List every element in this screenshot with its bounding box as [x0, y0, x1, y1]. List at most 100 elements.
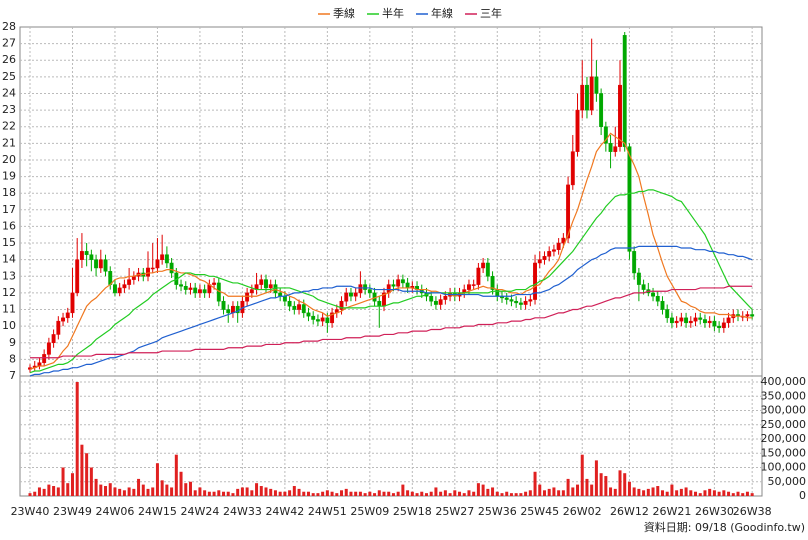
- volume-bar: [467, 490, 471, 496]
- volume-bar: [306, 491, 310, 496]
- ma-line: [29, 245, 753, 377]
- volume-bar: [736, 491, 740, 496]
- y2-tick-label: 50,000: [768, 475, 807, 488]
- candle-body: [684, 317, 689, 324]
- volume-bar: [741, 493, 745, 496]
- volume-bar: [552, 487, 556, 496]
- candle-body: [660, 300, 665, 310]
- candle-body: [490, 276, 495, 290]
- volume-bar: [538, 484, 542, 496]
- candle-body: [556, 242, 561, 250]
- volume-bar: [373, 493, 377, 496]
- candle-body: [608, 143, 613, 152]
- ma-line: [30, 285, 753, 359]
- candle-body: [688, 320, 693, 324]
- candle-body: [523, 300, 528, 305]
- x-tick-label: 25W27: [435, 505, 474, 518]
- x-tick-label: 25W45: [520, 505, 559, 518]
- volume-bar: [212, 491, 216, 496]
- x-tick-label: 24W51: [308, 505, 347, 518]
- candle-body: [353, 292, 358, 297]
- volume-bar: [561, 490, 565, 496]
- x-tick-label: 24W06: [96, 505, 135, 518]
- volume-bar: [132, 488, 136, 496]
- volume-bar: [660, 490, 664, 496]
- candle-body: [169, 262, 174, 274]
- volume-bar: [321, 491, 325, 496]
- candle-body: [98, 259, 103, 269]
- volume-bar: [165, 484, 169, 496]
- x-tick-label: 23W40: [11, 505, 50, 518]
- volume-bar: [387, 491, 391, 496]
- volume-bar: [722, 490, 726, 496]
- y-tick-label: 12: [2, 286, 16, 299]
- volume-bar: [349, 491, 353, 496]
- candle-body: [400, 279, 405, 284]
- volume-bar: [42, 488, 46, 496]
- y-tick-label: 26: [2, 53, 16, 66]
- candle-body: [679, 317, 684, 322]
- volume-bar: [646, 488, 650, 496]
- volume-bar: [193, 490, 197, 496]
- volume-bar: [689, 490, 693, 496]
- volume-bar: [566, 478, 570, 496]
- legend-label: 半年: [382, 6, 404, 20]
- candle-body: [632, 251, 637, 274]
- y-tick-label: 11: [2, 303, 16, 316]
- candle-body: [122, 284, 127, 289]
- candle-body: [745, 314, 750, 317]
- volume-bar: [694, 491, 698, 496]
- x-tick-label: 24W33: [223, 505, 262, 518]
- candle-body: [51, 334, 56, 344]
- volume-bar: [236, 488, 240, 496]
- candle-body: [320, 317, 325, 322]
- x-tick-label: 23W49: [53, 505, 92, 518]
- volume-bar: [613, 488, 617, 496]
- volume-bar: [127, 487, 131, 496]
- candle-body: [183, 286, 188, 290]
- candle-body: [443, 295, 448, 300]
- candle-body: [717, 325, 722, 329]
- candle-body: [495, 289, 500, 297]
- candle-body: [61, 317, 65, 322]
- volume-bar: [151, 487, 155, 496]
- volume-bar: [580, 454, 584, 496]
- volume-bar: [75, 382, 79, 496]
- candle-body: [528, 299, 533, 302]
- candle-body: [669, 317, 674, 324]
- volume-bar: [443, 490, 447, 496]
- volume-bar: [637, 488, 641, 496]
- candle-body: [146, 267, 150, 277]
- candle-body: [179, 284, 183, 287]
- volume-bar: [656, 486, 660, 496]
- candle-body: [698, 317, 703, 320]
- candle-body: [703, 319, 707, 324]
- candle-body: [485, 262, 490, 277]
- candle-body: [287, 300, 292, 307]
- volume-bar: [585, 478, 589, 496]
- volume-bar: [665, 491, 669, 496]
- y-tick-label: 8: [9, 352, 16, 365]
- candle-body: [467, 284, 471, 290]
- volume-bar: [264, 487, 268, 496]
- volume-bar: [297, 488, 301, 496]
- candle-body: [476, 267, 481, 285]
- y-tick-label: 24: [2, 86, 16, 99]
- candle-body: [150, 267, 155, 270]
- volume-bar: [85, 453, 89, 496]
- volume-bar: [231, 493, 235, 496]
- volume-bar: [458, 491, 462, 496]
- volume-bar: [391, 493, 395, 496]
- x-tick-label: 25W09: [350, 505, 389, 518]
- volume-bar: [363, 493, 367, 496]
- volume-bar: [61, 467, 65, 496]
- volume-bar: [679, 488, 683, 496]
- x-tick-label: 26W38: [733, 505, 772, 518]
- candle-body: [433, 300, 438, 305]
- volume-bar: [599, 473, 603, 496]
- volume-bar: [712, 490, 716, 496]
- y2-tick-label: 400,000: [761, 375, 807, 388]
- volume-bar: [335, 493, 339, 496]
- volume-bar: [727, 491, 731, 496]
